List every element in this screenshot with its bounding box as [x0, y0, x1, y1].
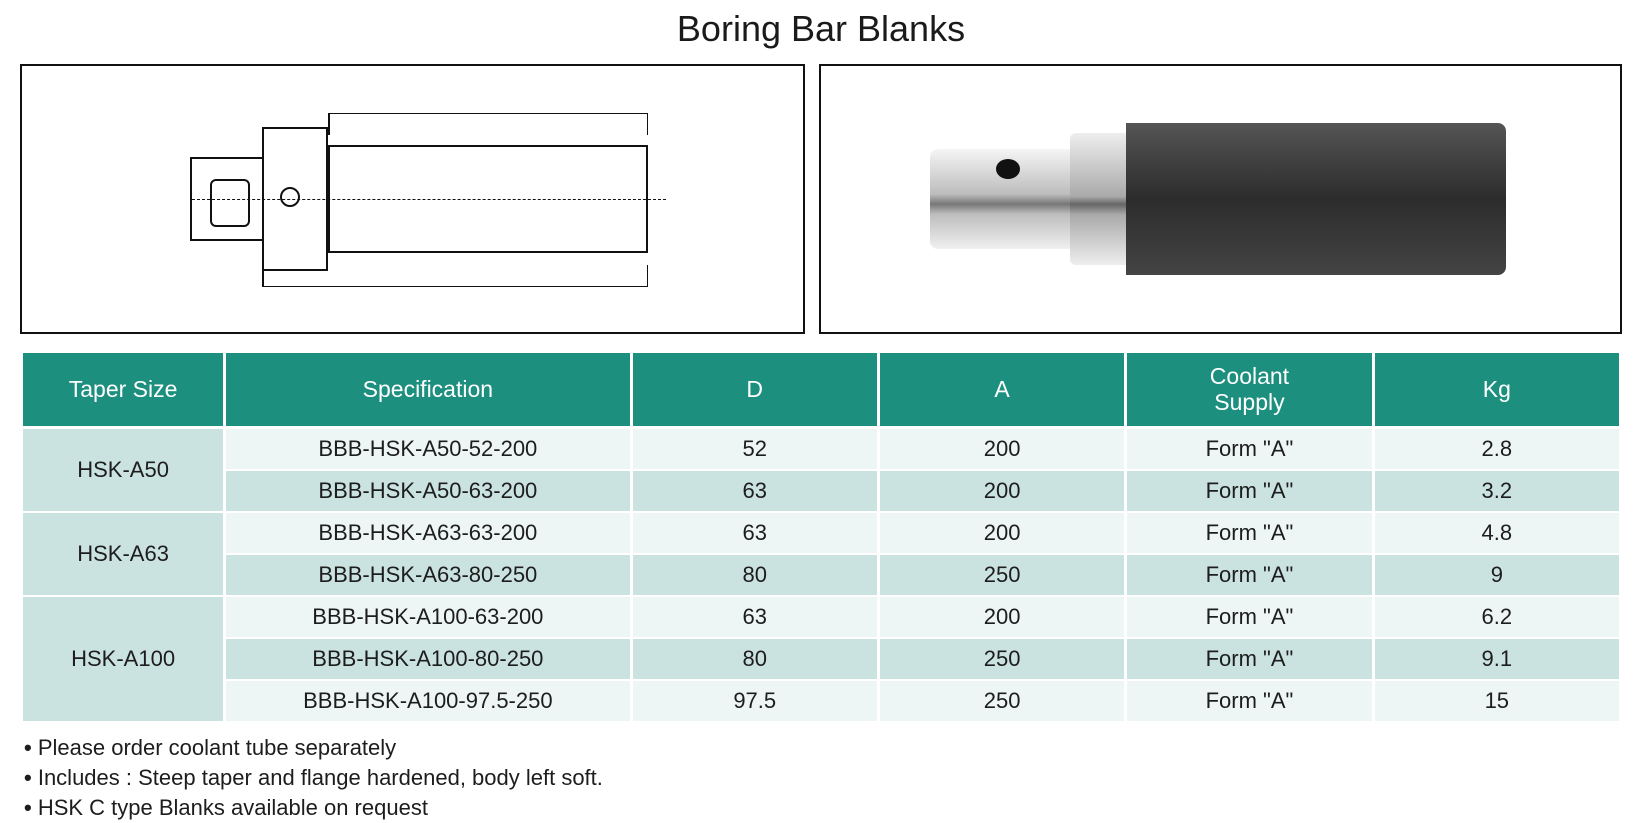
data-cell: Form "A": [1126, 554, 1373, 596]
table-row: BBB-HSK-A100-97.5-25097.5250Form "A"15: [22, 680, 1621, 722]
notes-list: Please order coolant tube separatelyIncl…: [20, 733, 1622, 823]
data-cell: 63: [631, 596, 878, 638]
data-cell: 52: [631, 427, 878, 470]
taper-size-cell: HSK-A100: [22, 596, 225, 722]
data-cell: 6.2: [1373, 596, 1620, 638]
data-cell: Form "A": [1126, 596, 1373, 638]
data-cell: 2.8: [1373, 427, 1620, 470]
table-row: BBB-HSK-A100-80-25080250Form "A"9.1: [22, 638, 1621, 680]
col-header: D: [631, 352, 878, 428]
data-cell: Form "A": [1126, 512, 1373, 554]
data-cell: 97.5: [631, 680, 878, 722]
technical-drawing-box: [20, 64, 805, 334]
technical-drawing: [152, 109, 672, 289]
spec-table: Taper SizeSpecificationDACoolantSupplyKg…: [20, 350, 1622, 723]
col-header: Taper Size: [22, 352, 225, 428]
data-cell: BBB-HSK-A63-80-250: [225, 554, 631, 596]
table-row: BBB-HSK-A50-63-20063200Form "A"3.2: [22, 470, 1621, 512]
table-row: BBB-HSK-A63-80-25080250Form "A"9: [22, 554, 1621, 596]
data-cell: 80: [631, 554, 878, 596]
data-cell: 250: [878, 638, 1125, 680]
note-item: Please order coolant tube separately: [20, 733, 1622, 763]
data-cell: 3.2: [1373, 470, 1620, 512]
data-cell: 250: [878, 554, 1125, 596]
col-header: Specification: [225, 352, 631, 428]
table-header-row: Taper SizeSpecificationDACoolantSupplyKg: [22, 352, 1621, 428]
col-header: A: [878, 352, 1125, 428]
table-row: HSK-A50BBB-HSK-A50-52-20052200Form "A"2.…: [22, 427, 1621, 470]
data-cell: 15: [1373, 680, 1620, 722]
taper-size-cell: HSK-A63: [22, 512, 225, 596]
data-cell: BBB-HSK-A50-63-200: [225, 470, 631, 512]
data-cell: 9.1: [1373, 638, 1620, 680]
note-item: HSK C type Blanks available on request: [20, 793, 1622, 823]
data-cell: 200: [878, 427, 1125, 470]
data-cell: 200: [878, 512, 1125, 554]
data-cell: 63: [631, 512, 878, 554]
data-cell: Form "A": [1126, 680, 1373, 722]
data-cell: BBB-HSK-A100-80-250: [225, 638, 631, 680]
data-cell: 200: [878, 596, 1125, 638]
taper-size-cell: HSK-A50: [22, 427, 225, 512]
col-header: Kg: [1373, 352, 1620, 428]
col-header: CoolantSupply: [1126, 352, 1373, 428]
data-cell: Form "A": [1126, 427, 1373, 470]
data-cell: 63: [631, 470, 878, 512]
data-cell: Form "A": [1126, 470, 1373, 512]
data-cell: Form "A": [1126, 638, 1373, 680]
figure-row: [20, 64, 1622, 334]
data-cell: 4.8: [1373, 512, 1620, 554]
data-cell: BBB-HSK-A63-63-200: [225, 512, 631, 554]
data-cell: 200: [878, 470, 1125, 512]
data-cell: BBB-HSK-A100-63-200: [225, 596, 631, 638]
data-cell: 250: [878, 680, 1125, 722]
data-cell: 80: [631, 638, 878, 680]
data-cell: BBB-HSK-A100-97.5-250: [225, 680, 631, 722]
product-photo: [910, 99, 1530, 299]
product-photo-box: [819, 64, 1622, 334]
data-cell: BBB-HSK-A50-52-200: [225, 427, 631, 470]
note-item: Includes : Steep taper and flange harden…: [20, 763, 1622, 793]
table-row: HSK-A63BBB-HSK-A63-63-20063200Form "A"4.…: [22, 512, 1621, 554]
page-title: Boring Bar Blanks: [20, 0, 1622, 64]
data-cell: 9: [1373, 554, 1620, 596]
table-row: HSK-A100BBB-HSK-A100-63-20063200Form "A"…: [22, 596, 1621, 638]
